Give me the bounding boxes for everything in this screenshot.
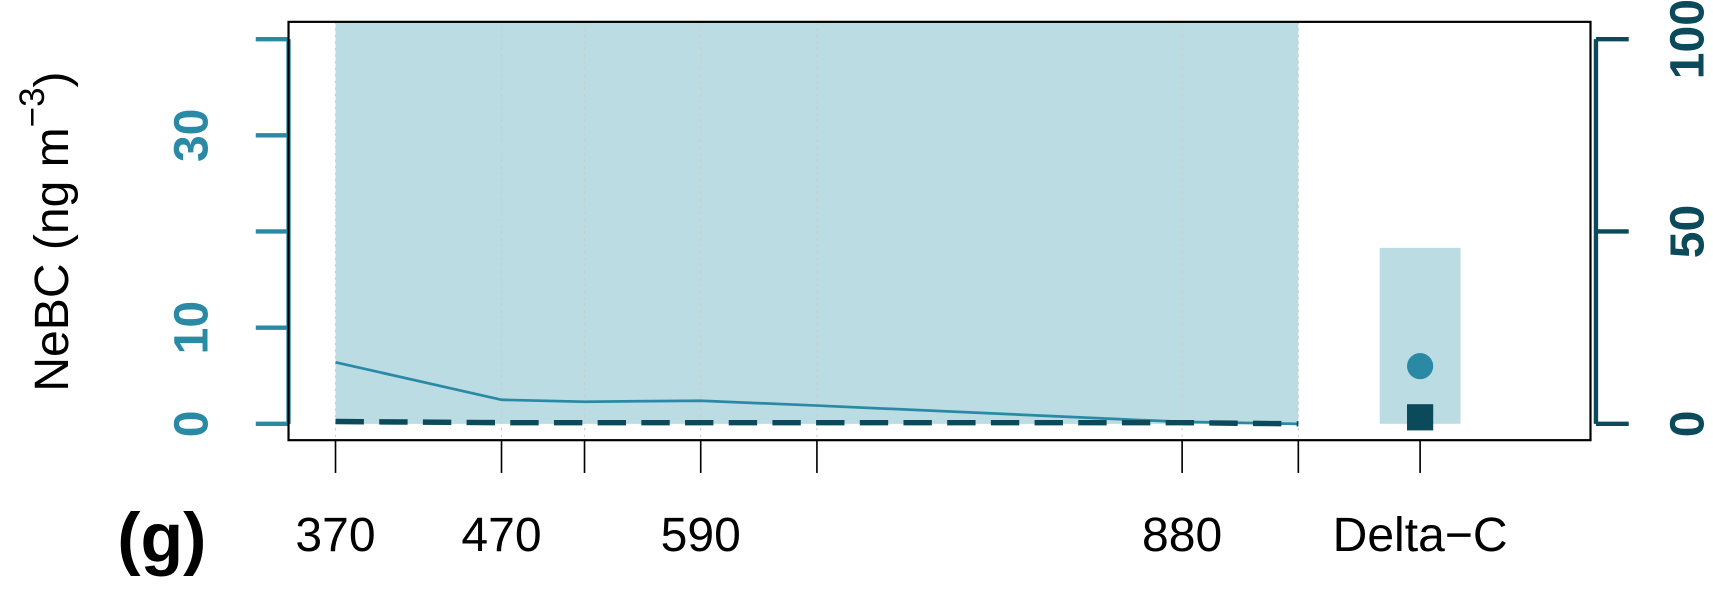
- x-tick-label: 590: [661, 509, 741, 562]
- plot-frame: [287, 20, 1592, 442]
- y-tick-label: 10: [165, 301, 218, 354]
- y2-tick-label: 50: [1662, 205, 1713, 258]
- plot-layer: 370 470 590 880 0 10 30 0 50 100 Delta−C: [165, 0, 1713, 562]
- delta-c-box: [1379, 247, 1461, 424]
- x-tick-label: 470: [461, 509, 541, 562]
- band: [335, 21, 1299, 424]
- y-tick-label: 0: [165, 410, 218, 437]
- x-tick-label: 880: [1142, 509, 1222, 562]
- y2-tick-label: 0: [1662, 410, 1713, 437]
- overlay: 370 470 590 880 0 10 30 0 50 100 Delta−C: [165, 0, 1713, 562]
- delta-c-square: [1406, 404, 1434, 431]
- y-label-sup: −3: [13, 87, 52, 127]
- x-tick-label: Delta−C: [1333, 509, 1508, 562]
- clipped: [335, 21, 1299, 424]
- delta-c-circle: [1406, 353, 1434, 380]
- y-tick-label: 30: [165, 109, 218, 162]
- x-tick-label: 370: [295, 509, 375, 562]
- y-label-text: NeBC (ng m: [25, 127, 78, 391]
- y-label-close: ): [25, 71, 78, 87]
- y-axis-label: NeBC (ng m−3): [13, 71, 78, 391]
- panel-label: (g): [117, 498, 206, 576]
- y2-tick-label: 100: [1662, 0, 1713, 79]
- series-line: [335, 418, 1299, 427]
